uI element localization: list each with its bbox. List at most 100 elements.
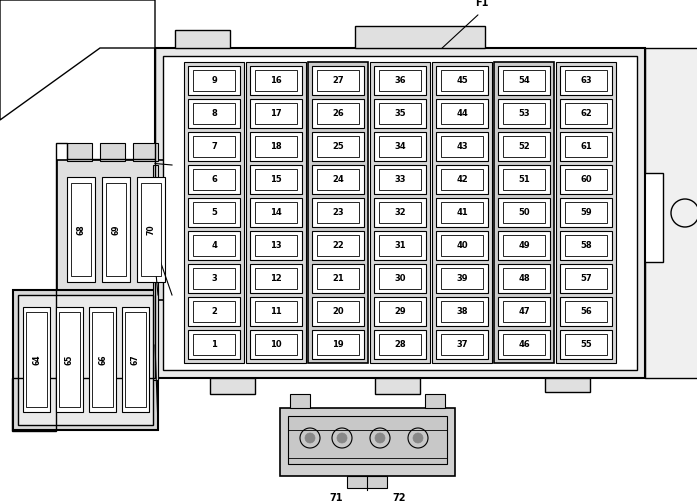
Bar bbox=[317, 301, 359, 322]
Text: 53: 53 bbox=[518, 109, 530, 118]
Bar bbox=[436, 231, 488, 260]
Bar bbox=[317, 103, 359, 124]
Bar bbox=[255, 268, 297, 289]
Text: 11: 11 bbox=[270, 307, 282, 316]
Bar bbox=[210, 378, 255, 394]
Bar bbox=[498, 165, 550, 194]
Bar bbox=[133, 143, 158, 161]
Bar bbox=[374, 198, 426, 227]
Bar bbox=[312, 99, 364, 128]
Bar bbox=[379, 301, 421, 322]
Text: 57: 57 bbox=[580, 274, 592, 283]
Bar bbox=[13, 290, 158, 430]
Bar bbox=[560, 165, 612, 194]
Bar bbox=[317, 70, 359, 91]
Bar bbox=[556, 62, 616, 363]
Bar bbox=[26, 312, 47, 407]
Bar bbox=[57, 160, 172, 300]
Bar bbox=[89, 307, 116, 412]
Bar bbox=[312, 297, 364, 326]
Bar bbox=[565, 301, 607, 322]
Bar bbox=[565, 334, 607, 355]
Bar bbox=[498, 132, 550, 161]
Bar bbox=[188, 330, 240, 359]
Bar bbox=[184, 62, 244, 363]
Bar bbox=[255, 70, 297, 91]
Text: 62: 62 bbox=[580, 109, 592, 118]
Text: 70: 70 bbox=[146, 224, 155, 235]
Bar bbox=[441, 301, 483, 322]
Bar bbox=[193, 136, 235, 157]
Bar bbox=[432, 62, 492, 363]
Text: 23: 23 bbox=[332, 208, 344, 217]
Text: 43: 43 bbox=[457, 142, 468, 151]
Bar bbox=[250, 330, 302, 359]
Bar bbox=[255, 334, 297, 355]
Text: 69: 69 bbox=[112, 224, 121, 235]
Bar bbox=[71, 183, 91, 276]
Bar bbox=[374, 297, 426, 326]
Bar bbox=[317, 136, 359, 157]
Circle shape bbox=[337, 433, 347, 443]
Text: 41: 41 bbox=[456, 208, 468, 217]
Bar bbox=[565, 235, 607, 256]
Bar bbox=[560, 231, 612, 260]
Text: 31: 31 bbox=[395, 241, 406, 250]
Circle shape bbox=[305, 433, 315, 443]
Bar bbox=[374, 99, 426, 128]
Bar bbox=[545, 378, 590, 392]
Bar bbox=[560, 198, 612, 227]
Bar bbox=[255, 136, 297, 157]
Bar bbox=[436, 297, 488, 326]
Text: 19: 19 bbox=[332, 340, 344, 349]
Text: 12: 12 bbox=[270, 274, 282, 283]
Bar bbox=[441, 202, 483, 223]
Text: 30: 30 bbox=[395, 274, 406, 283]
Text: 64: 64 bbox=[32, 354, 41, 365]
Text: 55: 55 bbox=[580, 340, 592, 349]
Bar bbox=[565, 202, 607, 223]
Bar bbox=[560, 330, 612, 359]
Bar bbox=[18, 295, 153, 425]
Bar bbox=[175, 30, 230, 48]
Bar bbox=[560, 132, 612, 161]
Text: 35: 35 bbox=[395, 109, 406, 118]
Bar bbox=[153, 165, 158, 380]
Bar bbox=[560, 297, 612, 326]
Bar bbox=[67, 177, 95, 282]
Bar bbox=[441, 136, 483, 157]
Text: 60: 60 bbox=[580, 175, 592, 184]
Bar bbox=[379, 169, 421, 190]
Bar bbox=[560, 66, 612, 95]
Text: 66: 66 bbox=[98, 354, 107, 365]
Bar bbox=[355, 26, 485, 48]
Bar bbox=[163, 56, 637, 370]
Bar bbox=[503, 334, 545, 355]
Bar bbox=[250, 231, 302, 260]
Text: 34: 34 bbox=[395, 142, 406, 151]
Text: 17: 17 bbox=[270, 109, 282, 118]
Circle shape bbox=[375, 433, 385, 443]
Bar bbox=[441, 70, 483, 91]
Text: 20: 20 bbox=[332, 307, 344, 316]
Text: 15: 15 bbox=[270, 175, 282, 184]
Text: 46: 46 bbox=[518, 340, 530, 349]
Text: 68: 68 bbox=[77, 224, 86, 235]
Bar bbox=[312, 330, 364, 359]
Text: 48: 48 bbox=[518, 274, 530, 283]
Bar bbox=[102, 177, 130, 282]
Text: 25: 25 bbox=[332, 142, 344, 151]
Text: 26: 26 bbox=[332, 109, 344, 118]
Bar bbox=[498, 66, 550, 95]
Bar bbox=[106, 183, 126, 276]
Bar bbox=[250, 99, 302, 128]
Text: 3: 3 bbox=[211, 274, 217, 283]
Bar bbox=[498, 99, 550, 128]
Bar bbox=[565, 169, 607, 190]
Text: 24: 24 bbox=[332, 175, 344, 184]
Bar bbox=[436, 132, 488, 161]
Text: 16: 16 bbox=[270, 76, 282, 85]
Bar bbox=[141, 183, 161, 276]
Bar bbox=[374, 330, 426, 359]
Bar bbox=[193, 70, 235, 91]
